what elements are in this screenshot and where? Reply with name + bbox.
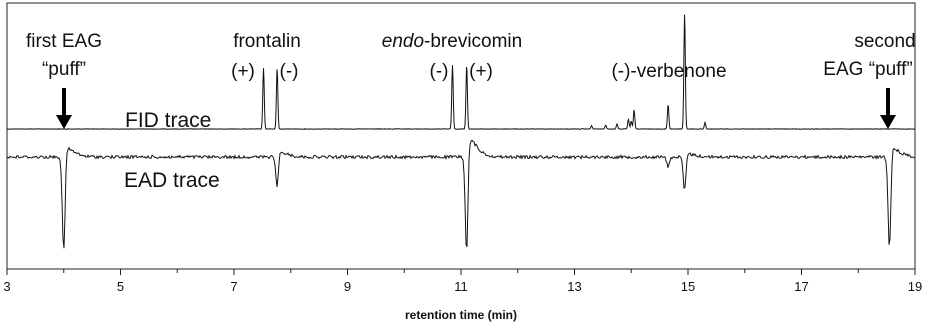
brevicomin-minus-label: (-) xyxy=(430,61,449,82)
x-tick-label: 15 xyxy=(681,279,695,294)
x-tick-label: 11 xyxy=(454,279,468,294)
ead-trace-line xyxy=(7,139,916,249)
fid-trace-label: FID trace xyxy=(125,109,211,132)
x-tick-label: 19 xyxy=(908,279,922,294)
x-tick-label: 5 xyxy=(117,279,124,294)
second-puff-label-line2: EAG “puff” xyxy=(823,59,912,80)
x-tick-label: 7 xyxy=(230,279,237,294)
first-puff-arrow xyxy=(56,88,72,129)
x-axis: 3 5 7 9 11 13 15 17 19 xyxy=(3,269,922,294)
ead-trace-label: EAD trace xyxy=(124,169,220,192)
verbenone-label: (-)-verbenone xyxy=(611,61,726,82)
second-puff-arrow xyxy=(880,88,896,129)
brevicomin-rest-part: -brevicomin xyxy=(424,31,522,52)
x-tick-label: 17 xyxy=(794,279,808,294)
x-tick-label: 13 xyxy=(567,279,581,294)
first-puff-label-line2: “puff” xyxy=(42,59,86,80)
frontalin-minus-label: (-) xyxy=(280,61,299,82)
brevicomin-label: endo-brevicomin xyxy=(382,31,522,52)
frontalin-label: frontalin xyxy=(233,31,301,52)
second-puff-label-line1: second xyxy=(854,31,915,52)
x-tick-label: 9 xyxy=(344,279,351,294)
first-puff-label-line1: first EAG xyxy=(26,31,102,52)
fid-trace-line xyxy=(6,14,916,130)
brevicomin-plus-label: (+) xyxy=(469,61,493,82)
x-axis-title: retention time (min) xyxy=(405,308,517,322)
brevicomin-italic-part: endo xyxy=(382,31,424,52)
x-tick-label: 3 xyxy=(3,279,10,294)
frontalin-plus-label: (+) xyxy=(231,61,255,82)
